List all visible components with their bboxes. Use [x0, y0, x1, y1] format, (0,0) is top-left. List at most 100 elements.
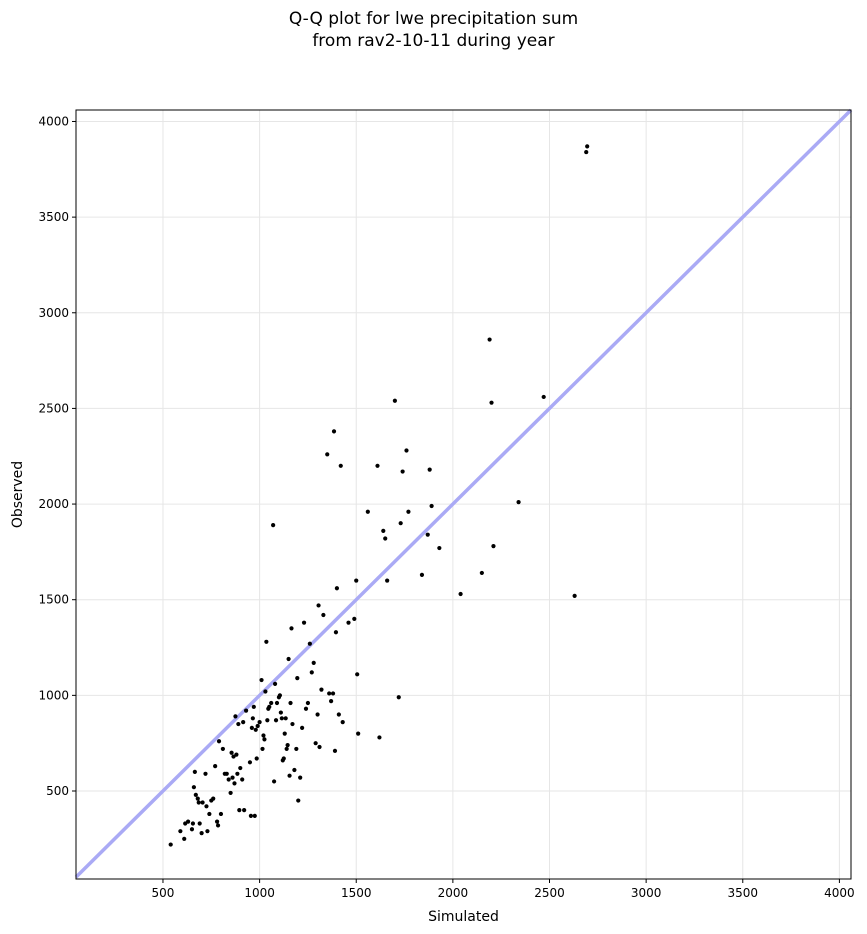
data-point — [278, 710, 283, 715]
x-tick-label: 3000 — [631, 886, 662, 900]
data-point — [236, 721, 241, 727]
y-tick-label: 500 — [46, 784, 69, 798]
data-point — [216, 739, 222, 744]
data-point — [398, 521, 403, 526]
x-tick-label: 4000 — [824, 886, 855, 900]
data-point — [229, 750, 234, 755]
data-point — [228, 790, 233, 796]
data-point — [226, 777, 231, 782]
data-point — [218, 811, 224, 817]
data-point — [584, 149, 589, 155]
data-point — [355, 672, 360, 677]
data-point — [338, 463, 343, 468]
x-tick-label: 1000 — [244, 886, 275, 900]
data-point — [207, 811, 212, 817]
reference-line — [74, 108, 853, 879]
data-point — [392, 398, 397, 403]
data-point — [286, 656, 291, 662]
data-point — [292, 767, 297, 773]
data-point — [233, 714, 238, 719]
data-point — [336, 712, 341, 717]
data-point — [191, 785, 196, 790]
x-tick-label: 1500 — [341, 886, 372, 900]
data-point — [234, 752, 239, 757]
data-point — [283, 716, 288, 721]
data-point — [215, 823, 221, 828]
data-point — [241, 720, 246, 725]
data-point — [321, 612, 326, 618]
data-point — [377, 735, 382, 740]
y-axis-ticks: 500 1000 1500 2000 2500 3000 3500 4000 — [38, 114, 76, 798]
data-point — [516, 500, 521, 505]
data-point — [329, 698, 334, 704]
data-point — [260, 746, 265, 752]
y-tick-label: 2500 — [38, 401, 69, 415]
data-point — [375, 463, 380, 468]
data-point — [240, 777, 245, 782]
data-point — [294, 746, 299, 752]
data-point — [489, 400, 494, 405]
data-point — [263, 689, 268, 694]
x-axis-label: Simulated — [428, 909, 499, 925]
data-point — [396, 695, 401, 700]
data-point — [479, 570, 484, 576]
data-point — [251, 704, 256, 709]
data-point — [311, 660, 316, 665]
data-point — [332, 748, 338, 753]
data-point — [315, 712, 320, 717]
data-point — [300, 725, 305, 730]
data-point — [178, 829, 183, 834]
data-point — [230, 775, 235, 780]
data-point — [185, 819, 191, 824]
data-point — [205, 829, 210, 834]
data-point — [262, 737, 267, 742]
data-point — [340, 720, 345, 725]
data-point — [572, 593, 577, 598]
x-tick-label: 2000 — [438, 886, 469, 900]
data-point — [352, 616, 357, 621]
plot-frame — [75, 109, 852, 880]
x-tick-label: 500 — [152, 886, 175, 900]
data-point — [427, 467, 432, 472]
data-point — [487, 337, 492, 342]
data-point — [491, 544, 496, 549]
data-point — [250, 716, 255, 721]
data-point — [253, 727, 258, 732]
data-point — [303, 706, 309, 711]
data-point — [261, 733, 266, 738]
data-point — [298, 775, 303, 780]
chart-title-line-2: from rav2-10-11 during year — [312, 31, 555, 51]
data-point — [429, 503, 434, 509]
data-point — [203, 771, 208, 776]
data-point — [325, 452, 330, 457]
x-tick-label: 2500 — [534, 886, 565, 900]
chart-title: Q-Q plot for lwe precipitation sum from … — [0, 8, 867, 52]
data-point — [404, 448, 409, 453]
data-point — [356, 731, 361, 736]
data-point — [255, 723, 260, 729]
data-point — [211, 796, 216, 801]
data-point — [197, 821, 202, 826]
data-point — [248, 813, 254, 818]
data-point — [189, 827, 195, 832]
y-tick-label: 3000 — [38, 306, 69, 320]
data-point — [317, 744, 322, 750]
data-point — [288, 700, 293, 706]
data-point — [541, 394, 546, 400]
data-point — [232, 781, 237, 786]
data-point — [265, 718, 270, 723]
data-point — [235, 771, 240, 776]
data-point — [252, 813, 257, 818]
data-point — [383, 536, 388, 541]
data-point — [319, 687, 324, 692]
data-point — [295, 676, 300, 681]
data-point — [259, 677, 264, 683]
data-point — [419, 572, 425, 577]
data-point — [316, 603, 321, 608]
data-point — [273, 718, 279, 723]
data-point — [327, 691, 332, 696]
data-point — [274, 700, 280, 706]
data-point — [267, 704, 272, 709]
data-point — [272, 681, 278, 686]
